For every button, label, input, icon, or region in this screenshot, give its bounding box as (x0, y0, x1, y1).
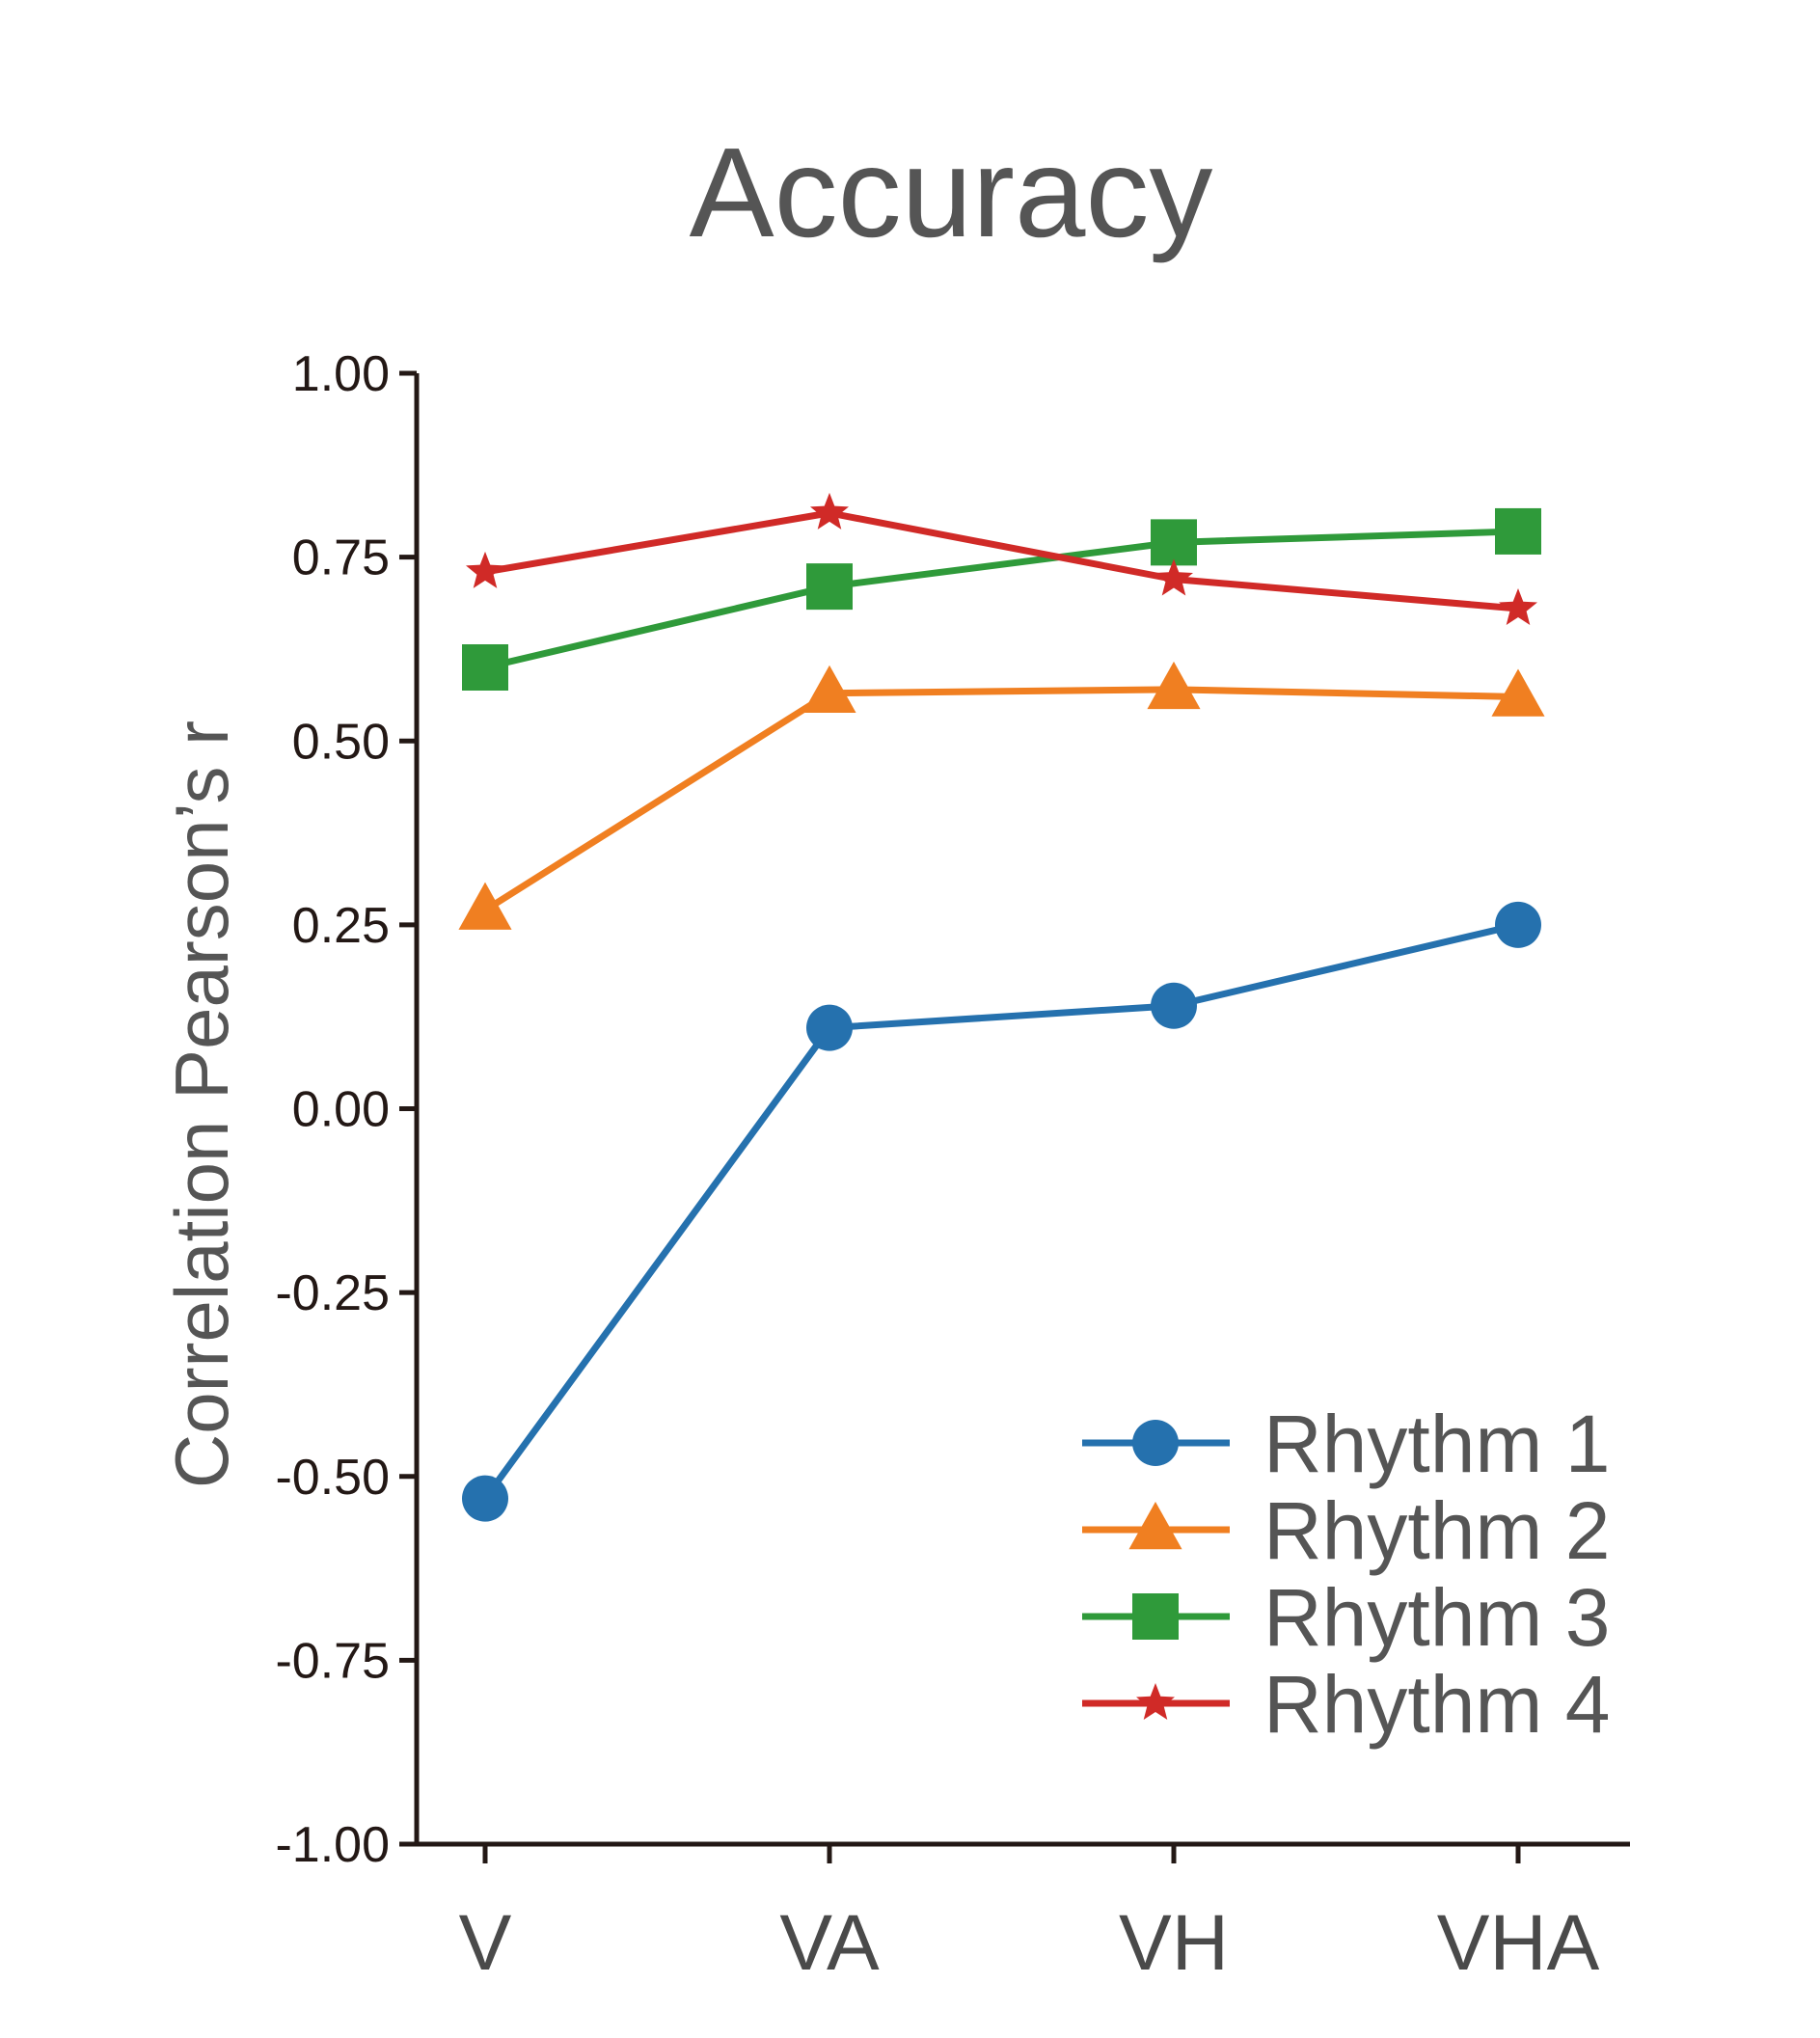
data-point (462, 644, 508, 691)
y-axis-label: Correlation Pearson’s r (159, 720, 244, 1488)
y-tick-label: -0.25 (275, 1265, 390, 1321)
x-tick-label: VA (779, 1899, 880, 1987)
y-tick-label: 1.00 (292, 346, 390, 402)
data-point (1499, 588, 1537, 625)
legend-label: Rhythm 3 (1263, 1572, 1610, 1663)
data-point (802, 665, 856, 713)
series-4 (466, 492, 1537, 625)
data-point (458, 882, 512, 930)
legend-item: Rhythm 4 (1082, 1659, 1610, 1750)
legend-item: Rhythm 2 (1082, 1485, 1610, 1576)
data-point (1495, 901, 1541, 948)
legend-label: Rhythm 1 (1263, 1399, 1610, 1489)
legend-swatch-marker (1128, 1502, 1182, 1550)
y-tick-label: 0.25 (292, 898, 390, 954)
y-tick-label: 0.50 (292, 714, 390, 770)
data-point (810, 492, 849, 530)
legend-label: Rhythm 4 (1263, 1659, 1610, 1750)
y-axis-ticks: 1.00 0.75 0.50 0.25 0.00 -0.25 -0.50 -0.75 -1.00 (275, 346, 417, 1873)
data-point (1147, 661, 1201, 710)
series-layer (458, 492, 1545, 1522)
series-line (482, 921, 1519, 1501)
data-point (1151, 519, 1197, 566)
series-line (484, 509, 1519, 612)
y-tick-label: -0.50 (275, 1450, 390, 1506)
series-line (484, 528, 1519, 671)
series-3 (462, 507, 1541, 691)
data-point (1151, 982, 1197, 1029)
data-point (1154, 558, 1193, 596)
data-point (462, 1475, 508, 1522)
x-tick-label: VH (1119, 1899, 1229, 1987)
x-tick-label: V (459, 1899, 512, 1987)
legend-item: Rhythm 3 (1082, 1572, 1610, 1663)
data-point (466, 551, 504, 588)
legend-item: Rhythm 1 (1082, 1399, 1610, 1489)
series-line (483, 686, 1519, 913)
x-axis-ticks: V VA VH VHA (459, 1844, 1600, 1987)
legend-swatch-marker (1132, 1420, 1179, 1466)
chart-title: Accuracy (690, 122, 1213, 263)
y-tick-label: -1.00 (275, 1817, 390, 1873)
y-tick-label: 0.75 (292, 530, 390, 586)
data-point (806, 1004, 853, 1051)
series-1 (462, 901, 1541, 1522)
y-tick-label: -0.75 (275, 1633, 390, 1689)
x-tick-label: VHA (1437, 1899, 1600, 1987)
legend-swatch-marker (1136, 1683, 1175, 1720)
y-tick-label: 0.00 (292, 1082, 390, 1138)
data-point (1491, 668, 1545, 717)
series-2 (458, 661, 1545, 930)
legend-swatch-marker (1132, 1593, 1179, 1640)
legend-label: Rhythm 2 (1263, 1485, 1610, 1576)
data-point (806, 563, 853, 611)
data-point (1495, 507, 1541, 555)
